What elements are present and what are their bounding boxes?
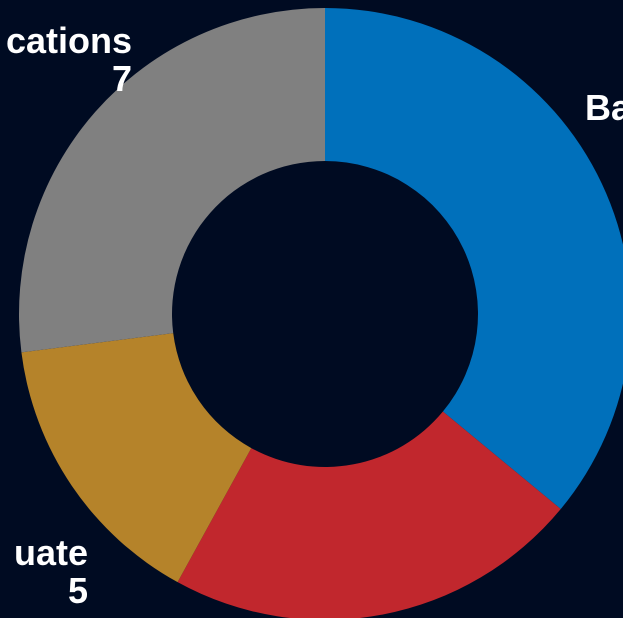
certifications-label-value: 7 [111, 58, 132, 99]
certifications-label-name: cations [5, 20, 132, 61]
slice-graduate [21, 333, 252, 583]
bachelors-label: Ba [585, 89, 623, 127]
slice-certifications [18, 8, 325, 353]
bachelors-label-name: Ba [585, 87, 623, 128]
donut-slices [18, 8, 623, 618]
graduate-label-value: 5 [67, 570, 88, 611]
certifications-label: cations 7 [6, 22, 132, 98]
slice-bachelors [325, 8, 623, 510]
slice-masters [177, 411, 561, 618]
graduate-label: uate 5 [14, 534, 88, 610]
graduate-label-name: uate [13, 532, 88, 573]
